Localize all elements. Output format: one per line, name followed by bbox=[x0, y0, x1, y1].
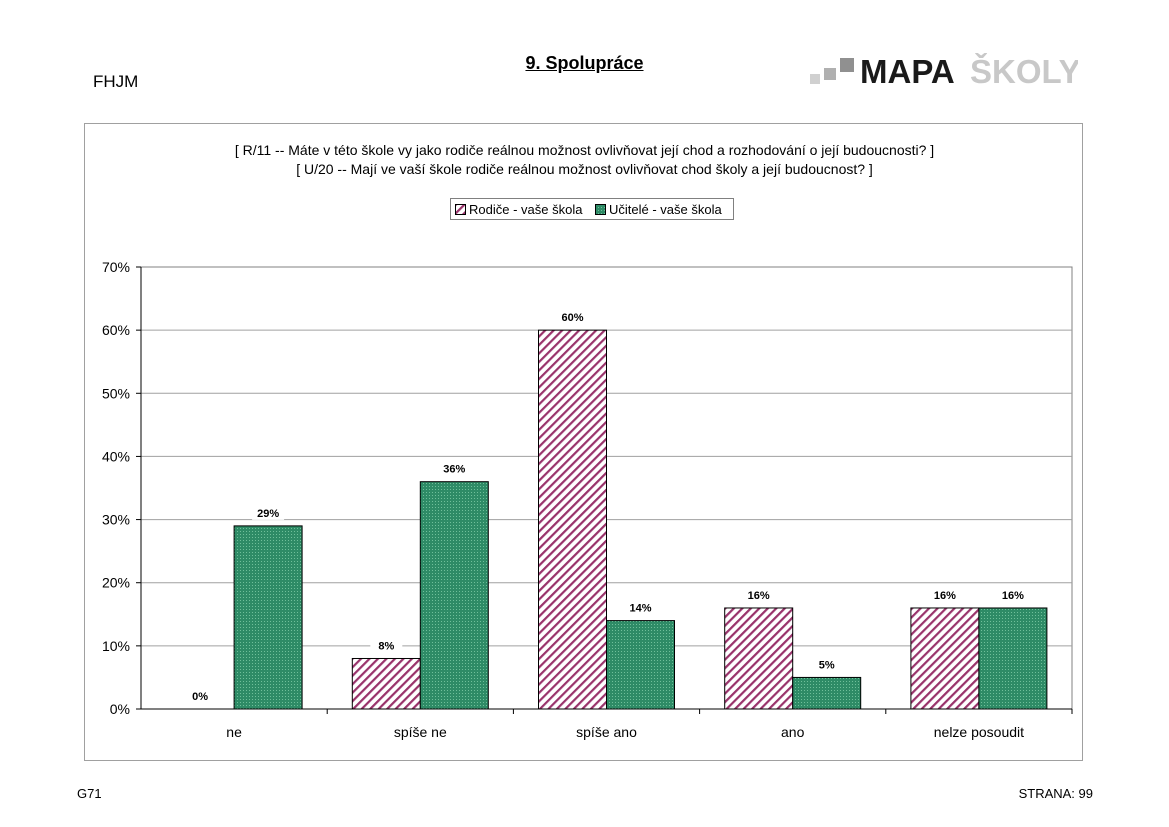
question-line-1: [ R/11 -- Máte v této škole vy jako rodi… bbox=[234, 142, 935, 158]
footer-code: G71 bbox=[77, 786, 102, 801]
legend-item-parents: Rodiče - vaše škola bbox=[455, 202, 582, 217]
legend-label-teachers: Učitelé - vaše škola bbox=[609, 202, 722, 217]
logo-graphic: MAPA ŠKOLY bbox=[810, 52, 1081, 90]
legend-swatch-parents bbox=[455, 204, 466, 215]
chart-frame bbox=[84, 123, 1083, 761]
logo-text-sub: ŠKOLY bbox=[970, 52, 1078, 90]
question-line-2: [ U/20 -- Mají ve vaší škole rodiče reál… bbox=[296, 161, 873, 177]
page-number: STRANA: 99 bbox=[1018, 786, 1093, 801]
legend-item-teachers: Učitelé - vaše škola bbox=[595, 202, 722, 217]
logo: MAPA ŠKOLY bbox=[808, 52, 1081, 92]
logo-text-main: MAPA bbox=[860, 53, 955, 90]
chart-legend: Rodiče - vaše škola Učitelé - vaše škola bbox=[450, 198, 734, 220]
school-code: FHJM bbox=[93, 72, 139, 91]
legend-label-parents: Rodiče - vaše škola bbox=[469, 202, 583, 217]
legend-swatch-teachers bbox=[595, 204, 606, 215]
page-title: 9. Spolupráce bbox=[525, 53, 644, 73]
